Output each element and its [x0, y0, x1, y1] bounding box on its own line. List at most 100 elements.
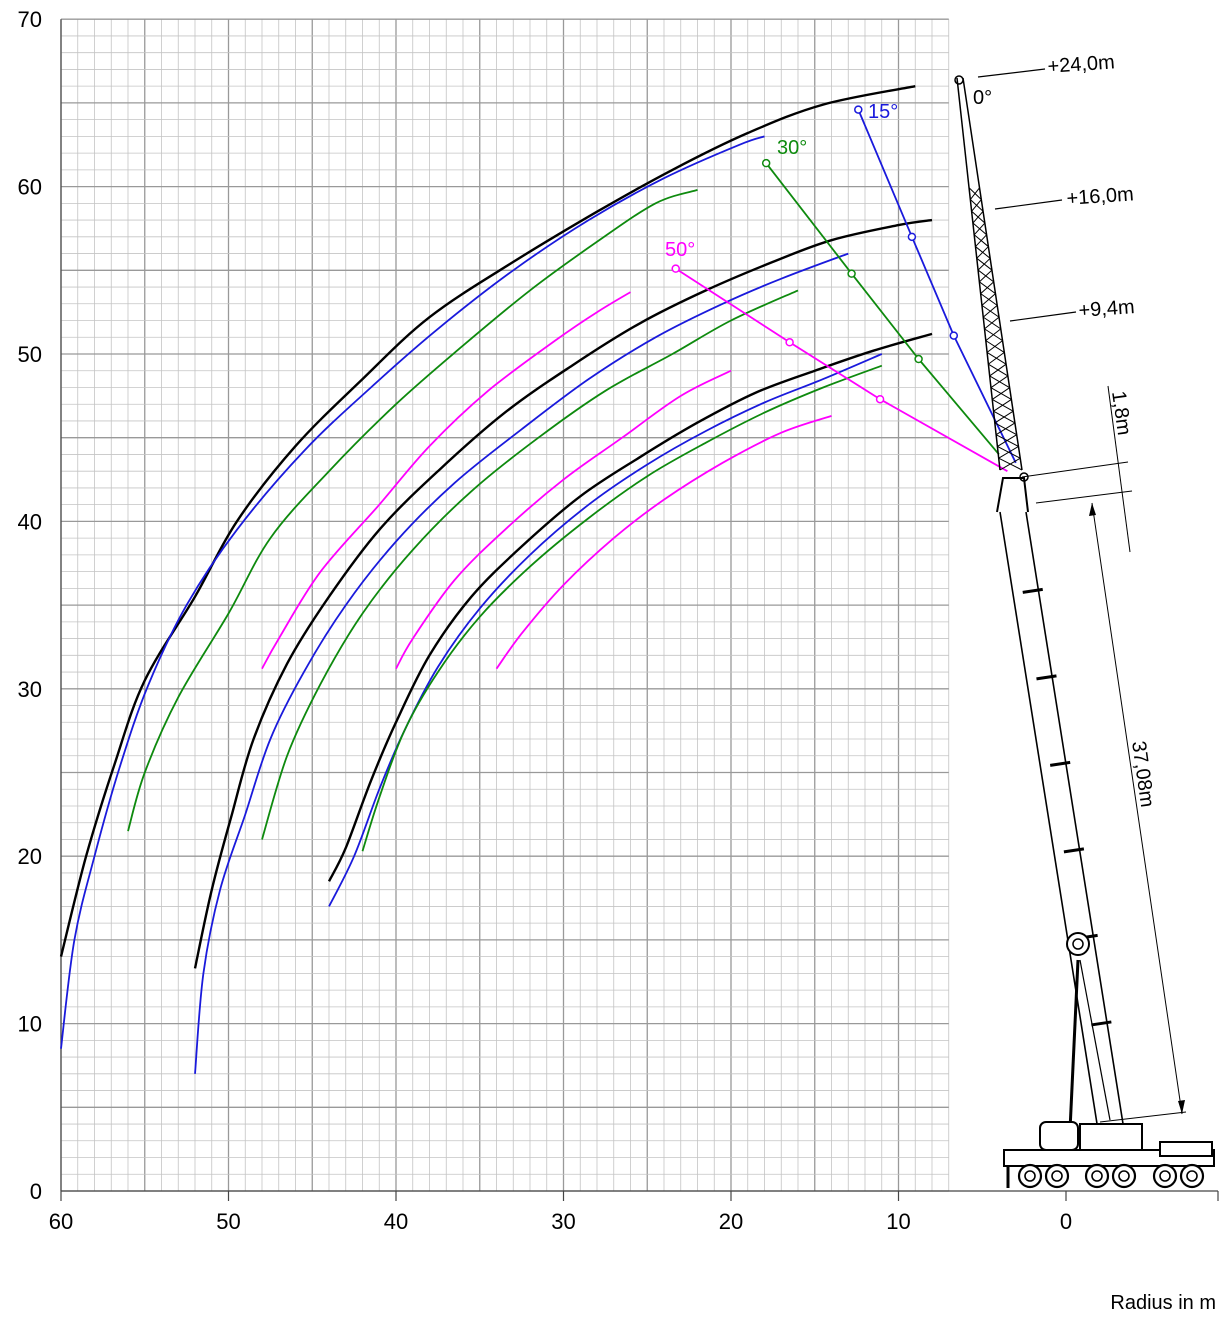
- ext-16-leader: [994, 199, 1063, 210]
- carrier-wheel: [1111, 1163, 1137, 1189]
- x-tick-label: 30: [551, 1209, 575, 1234]
- boom-section-mark: [1049, 760, 1071, 767]
- ext-16-label: +16,0m: [1066, 183, 1135, 210]
- lattice-brace: [984, 316, 1000, 330]
- main-boom-rail: [999, 511, 1099, 1131]
- lattice-brace: [977, 257, 991, 271]
- ext-24-label: +24,0m: [1047, 51, 1116, 78]
- lattice-brace: [999, 457, 1021, 471]
- ext-94-leader: [1009, 311, 1077, 322]
- x-axis-label: Radius in m: [1110, 1292, 1216, 1314]
- jib-hinge-marker: [949, 331, 959, 340]
- boom-section-mark: [1022, 587, 1043, 594]
- y-tick-label: 30: [18, 677, 42, 702]
- crane-cab: [1039, 1121, 1079, 1151]
- wheel-hub: [1051, 1170, 1063, 1182]
- x-tick-label: 0: [1060, 1209, 1072, 1234]
- boom-length-ext-line: [1099, 1111, 1187, 1123]
- jib-line: [765, 162, 1000, 455]
- lattice-brace: [979, 269, 993, 283]
- luffing-cylinder: [1068, 959, 1080, 1131]
- y-tick-label: 60: [18, 175, 42, 200]
- carrier-wheel: [1179, 1163, 1205, 1189]
- boom-section-mark: [1091, 1020, 1112, 1027]
- lattice-brace: [975, 234, 987, 247]
- jib-tip-sheave: [954, 75, 964, 85]
- carrier-wheel: [1152, 1163, 1178, 1189]
- lattice-brace: [990, 375, 1009, 389]
- lattice-brace: [985, 328, 1002, 342]
- wheel-hub: [1118, 1170, 1130, 1182]
- lattice-brace: [971, 199, 982, 212]
- angle-50-label: 50°: [665, 239, 695, 261]
- wheel-hub: [1024, 1170, 1036, 1182]
- lattice-brace: [982, 304, 998, 318]
- y-tick-label: 0: [30, 1179, 42, 1204]
- wheel-hub: [1186, 1170, 1198, 1182]
- carrier-wheel: [1044, 1163, 1070, 1189]
- lattice-brace: [993, 399, 1012, 412]
- sheave-hub: [1072, 938, 1084, 950]
- range-curve-line: [193, 218, 933, 969]
- range-curve-line: [60, 135, 765, 1049]
- carrier-wheel: [1017, 1163, 1043, 1189]
- lattice-jib-rail: [962, 77, 1023, 471]
- range-curves: [59, 85, 933, 1074]
- lattice-jib-rail: [956, 77, 1001, 471]
- x-tick-label: 20: [719, 1209, 743, 1234]
- tick-labels: 60 50 40 30 20 10 0 0 10 20 30 40 50 60 70: [18, 7, 1073, 1234]
- lattice-brace: [973, 222, 986, 236]
- range-curve-line: [261, 289, 799, 840]
- jib-hinge-marker: [875, 394, 885, 404]
- x-tick-label: 50: [216, 1209, 240, 1234]
- lattice-brace: [988, 351, 1005, 365]
- range-curve-line: [495, 415, 832, 670]
- jib-hinge-marker: [847, 269, 856, 278]
- angle-30-label: 30°: [777, 137, 807, 159]
- y-tick-label: 40: [18, 509, 42, 534]
- chart-axes: [60, 19, 1219, 1201]
- range-curve-line: [127, 189, 698, 832]
- lattice-brace: [994, 410, 1014, 424]
- jib-hinge-marker: [854, 105, 863, 114]
- annotations: +24,0m 0° +16,0m +9,4m 15° 30° 50° 1,8m …: [665, 51, 1187, 1123]
- boom-length-arrow-top: [1089, 503, 1096, 516]
- boom-head-sheave: [1066, 932, 1090, 956]
- jib-hinge-marker: [761, 158, 771, 168]
- luffing-rope: [1079, 959, 1111, 1121]
- offset-label: 1,8m: [1107, 390, 1135, 437]
- jib-hinge-marker: [671, 264, 680, 273]
- jib-head-bracket: [996, 477, 1029, 513]
- lattice-brace: [976, 246, 989, 259]
- lattice-brace: [969, 187, 980, 200]
- lattice-brace: [991, 387, 1010, 400]
- wheel-hub: [1159, 1170, 1171, 1182]
- range-curve-line: [59, 85, 916, 957]
- y-tick-label: 10: [18, 1012, 42, 1037]
- jib-hinge-marker: [914, 354, 923, 364]
- lattice-brace: [998, 446, 1019, 459]
- y-tick-label: 20: [18, 844, 42, 869]
- boom-length-dimension-line: [1091, 502, 1183, 1115]
- lattice-brace: [981, 293, 996, 306]
- lattice-brace: [989, 363, 1007, 377]
- wheel-hub: [1091, 1170, 1103, 1182]
- lattice-brace: [986, 340, 1003, 353]
- x-tick-label: 10: [886, 1209, 910, 1234]
- y-tick-label: 70: [18, 7, 42, 32]
- offset-dimension-line: [1107, 385, 1131, 553]
- jib-hinge-marker: [785, 338, 794, 347]
- y-tick-label: 50: [18, 342, 42, 367]
- range-curve-line: [261, 291, 631, 670]
- superstructure: [1079, 1123, 1143, 1151]
- jib-line: [675, 267, 1008, 472]
- carrier-wheel: [1084, 1163, 1110, 1189]
- x-tick-label: 40: [384, 1209, 408, 1234]
- angle-15-label: 15°: [868, 101, 898, 123]
- boom-section-mark: [1063, 847, 1085, 854]
- chart-grid: [60, 18, 950, 1192]
- boom-length-label: 37,08m: [1127, 740, 1158, 809]
- boom-length-arrow-bottom: [1178, 1100, 1185, 1114]
- offset-ext-line-bottom: [1035, 490, 1133, 504]
